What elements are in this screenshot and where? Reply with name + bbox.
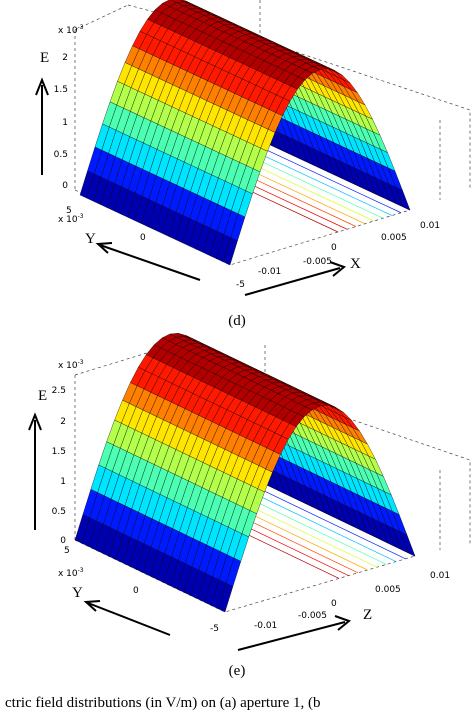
tick-label: 0 <box>60 536 66 546</box>
panel-label: (e) <box>229 663 246 679</box>
tick-label: 0 <box>62 181 68 191</box>
exponent-power: -3 <box>78 359 84 366</box>
y-arrow <box>95 242 201 281</box>
surfaces <box>74 0 416 613</box>
tick-label: 0.005 <box>381 233 407 243</box>
exponent-power: -3 <box>78 567 84 574</box>
tick-label: 1 <box>62 118 68 128</box>
e-arrow <box>28 412 42 530</box>
exponent-label: x 10-3 <box>58 567 84 579</box>
surface-patch <box>399 531 416 557</box>
contour-line <box>245 489 397 562</box>
x-arrow <box>244 261 347 296</box>
contour-line <box>250 142 402 214</box>
exponent-label: x 10-3 <box>58 213 84 225</box>
tick-label: -5 <box>210 624 219 634</box>
tick-label: 0 <box>331 243 337 253</box>
tick-label: 0.005 <box>375 585 401 595</box>
tick-label: 5 <box>64 546 70 556</box>
tick-label: 0.5 <box>52 507 66 517</box>
tick-label: 2 <box>62 53 68 63</box>
tick-label: 5 <box>66 206 72 216</box>
tick-label: 0 <box>331 599 337 609</box>
tick-label: -0.01 <box>258 267 281 277</box>
axis-title: Z <box>363 607 372 623</box>
exponent-label: x 10-3 <box>58 24 84 36</box>
axis-title: Y <box>85 231 96 247</box>
tick-label: 1.5 <box>52 447 66 457</box>
exponent-power: -3 <box>78 24 84 31</box>
tick-label: 1 <box>60 477 66 487</box>
tick-label: 0 <box>140 233 146 243</box>
axis-title: E <box>38 388 47 404</box>
axis-title: Y <box>72 585 83 601</box>
surface-patch <box>395 186 411 211</box>
tick-label: 0.5 <box>54 150 68 160</box>
y-arrow <box>83 600 171 636</box>
z-arrow <box>237 615 352 651</box>
panel: x 10-3E 21.510.50x 10-3Y50-5-0.01-0.00500… <box>40 24 440 329</box>
panel-label: (d) <box>228 313 246 329</box>
tick-label: 2 <box>60 417 66 427</box>
axis-title: E <box>40 50 49 66</box>
tick-label: 0.01 <box>420 221 440 231</box>
tick-label: -0.005 <box>303 257 332 267</box>
tick-label: 1.5 <box>54 85 68 95</box>
contour-line <box>241 145 393 216</box>
contour-line <box>255 486 406 560</box>
exponent-label: x 10-3 <box>58 359 84 371</box>
tick-label: 2.5 <box>52 386 66 396</box>
tick-label: -5 <box>236 280 245 290</box>
tick-label: 0 <box>133 586 139 596</box>
tick-label: -0.01 <box>254 621 277 631</box>
axis-title: X <box>350 256 361 272</box>
exponent-power: -3 <box>78 213 84 220</box>
contour-line <box>236 492 387 565</box>
e-arrow <box>35 77 49 175</box>
panel-d-frame <box>35 0 471 296</box>
caption: ctric field distributions (in V/m) on (a… <box>5 695 320 711</box>
tick-label: -0.005 <box>298 611 327 621</box>
tick-label: 0.01 <box>430 571 450 581</box>
